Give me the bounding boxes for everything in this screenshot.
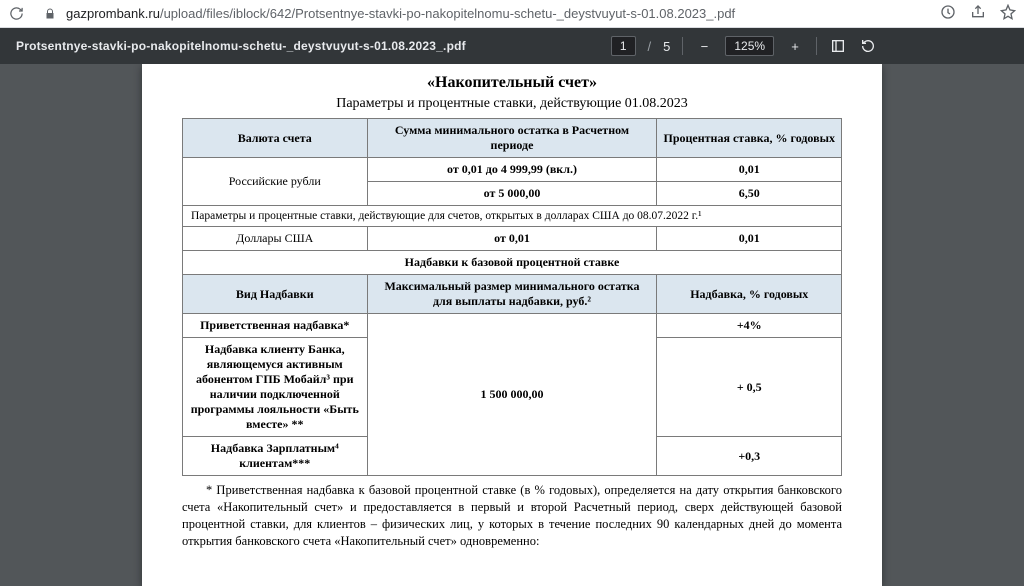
update-icon[interactable] bbox=[940, 4, 956, 23]
cell-bonus2-type: Надбавка клиенту Банка, являющемуся акти… bbox=[183, 338, 368, 437]
lock-icon bbox=[42, 6, 58, 22]
th-min-sum: Сумма минимального остатка в Расчетном п… bbox=[367, 119, 657, 158]
toolbar-divider bbox=[682, 37, 683, 55]
footnote-text: * Приветственная надбавка к базовой проц… bbox=[182, 482, 842, 550]
pdf-page: «Накопительный счет» Параметры и процент… bbox=[142, 64, 882, 586]
pdf-toolbar: Protsentnye-stavki-po-nakopitelnomu-sche… bbox=[0, 28, 1024, 64]
cell-bonus2-rate: + 0,5 bbox=[657, 338, 842, 437]
cell-rub-sum1: от 0,01 до 4 999,99 (вкл.) bbox=[367, 158, 657, 182]
browser-chrome: gazprombank.ru/upload/files/iblock/642/P… bbox=[0, 0, 1024, 28]
doc-title: «Накопительный счет» bbox=[182, 74, 842, 92]
cell-usd-rate: 0,01 bbox=[657, 227, 842, 251]
pdf-file-title: Protsentnye-stavki-po-nakopitelnomu-sche… bbox=[16, 39, 466, 53]
doc-subtitle: Параметры и процентные ставки, действующ… bbox=[182, 96, 842, 112]
cell-bonus1-type: Приветственная надбавка* bbox=[183, 314, 368, 338]
zoom-out-icon[interactable]: − bbox=[695, 37, 713, 55]
cell-bonus-max: 1 500 000,00 bbox=[367, 314, 657, 476]
th-currency: Валюта счета bbox=[183, 119, 368, 158]
url-domain: gazprombank.ru bbox=[66, 6, 160, 21]
pdf-center-controls: 1 / 5 − 125% + bbox=[611, 36, 877, 56]
rates-table: Валюта счета Сумма минимального остатка … bbox=[182, 118, 842, 476]
reload-icon[interactable] bbox=[8, 6, 24, 22]
share-icon[interactable] bbox=[970, 4, 986, 23]
cell-bonus3-type: Надбавка Зарплатным⁴ клиентам*** bbox=[183, 437, 368, 476]
page-total: 5 bbox=[663, 39, 670, 54]
rotate-icon[interactable] bbox=[859, 37, 877, 55]
th-bonus-type: Вид Надбавки bbox=[183, 275, 368, 314]
cell-usd-note: Параметры и процентные ставки, действующ… bbox=[183, 206, 842, 227]
url-path: /upload/files/iblock/642/Protsentnye-sta… bbox=[160, 6, 735, 21]
cell-rub-rate2: 6,50 bbox=[657, 182, 842, 206]
page-sep: / bbox=[648, 39, 652, 54]
page-current-input[interactable]: 1 bbox=[611, 36, 636, 56]
bonus-section-title: Надбавки к базовой процентной ставке bbox=[183, 251, 842, 275]
cell-bonus3-rate: +0,3 bbox=[657, 437, 842, 476]
cell-rub-sum2: от 5 000,00 bbox=[367, 182, 657, 206]
toolbar-divider bbox=[816, 37, 817, 55]
zoom-level[interactable]: 125% bbox=[725, 36, 774, 56]
star-icon[interactable] bbox=[1000, 4, 1016, 23]
th-bonus-rate: Надбавка, % годовых bbox=[657, 275, 842, 314]
cell-rub-rate1: 0,01 bbox=[657, 158, 842, 182]
address-bar[interactable]: gazprombank.ru/upload/files/iblock/642/P… bbox=[66, 6, 932, 21]
cell-bonus1-rate: +4% bbox=[657, 314, 842, 338]
cell-usd-label: Доллары США bbox=[183, 227, 368, 251]
pdf-viewport[interactable]: «Накопительный счет» Параметры и процент… bbox=[0, 64, 1024, 586]
zoom-in-icon[interactable]: + bbox=[786, 37, 804, 55]
th-bonus-max: Максимальный размер минимального остатка… bbox=[367, 275, 657, 314]
th-rate: Процентная ставка, % годовых bbox=[657, 119, 842, 158]
fit-page-icon[interactable] bbox=[829, 37, 847, 55]
cell-rub-label: Российские рубли bbox=[183, 158, 368, 206]
cell-usd-sum: от 0,01 bbox=[367, 227, 657, 251]
